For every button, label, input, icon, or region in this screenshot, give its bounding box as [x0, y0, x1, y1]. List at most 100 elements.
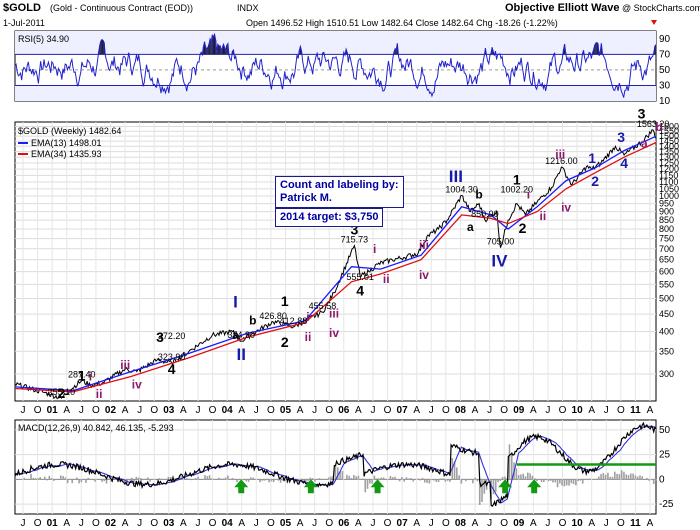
macd-x-tick: A — [63, 518, 70, 529]
buy-signal-arrow-icon — [303, 479, 318, 494]
price-x-tick: O — [34, 405, 42, 416]
annotation-line1: Count and labeling by: — [280, 179, 399, 191]
wave-label: ii — [305, 330, 312, 344]
macd-x-tick: O — [617, 518, 625, 529]
price-y-tick: 550 — [659, 279, 674, 289]
ema34-line — [14, 141, 657, 393]
price-y-tick: 1100 — [659, 177, 678, 187]
price-value-label: 705.00 — [487, 237, 515, 247]
macd-x-tick: A — [355, 518, 362, 529]
macd-x-tick: A — [588, 518, 595, 529]
price-y-tick: 500 — [659, 294, 674, 304]
price-x-tick: O — [442, 405, 450, 416]
annotation-line2: Patrick M. — [280, 192, 332, 204]
price-value-label: 455.58 — [309, 301, 337, 311]
macd-x-tick: O — [559, 518, 567, 529]
price-x-tick: A — [588, 405, 595, 416]
price-x-tick: O — [617, 405, 625, 416]
wave-label: ii — [96, 387, 103, 401]
price-value-label: 1002.20 — [501, 185, 534, 195]
macd-x-tick: J — [312, 518, 317, 529]
macd-x-tick: A — [180, 518, 187, 529]
wave-label: 3 — [156, 329, 164, 345]
macd-x-tick: O — [92, 518, 100, 529]
macd-x-tick: J — [545, 518, 550, 529]
price-value-label: 715.73 — [341, 234, 369, 244]
price-x-tick: O — [267, 405, 275, 416]
price-value-label: 555.01 — [346, 272, 374, 282]
wave-label: 1 — [513, 172, 521, 188]
price-x-tick: A — [180, 405, 187, 416]
macd-x-tick: J — [370, 518, 375, 529]
macd-x-tick: A — [238, 518, 245, 529]
macd-x-tick: J — [429, 518, 434, 529]
price-x-tick: J — [312, 405, 317, 416]
price-x-tick: A — [413, 405, 420, 416]
down-arrow-icon — [651, 20, 657, 25]
macd-legend: MACD(12,26,9) 40.842, 46.135, -5.293 — [18, 423, 174, 433]
wave-label: I — [233, 293, 238, 312]
target-text: 2014 target: $3,750 — [280, 211, 379, 223]
wave-label: 2 — [58, 385, 66, 401]
price-x-tick: J — [545, 405, 550, 416]
macd-line — [14, 421, 657, 508]
wave-label: 1 — [588, 150, 596, 166]
price-x-tick: O — [92, 405, 100, 416]
wave-label: 3 — [638, 105, 646, 121]
rsi-y-tick: 30 — [659, 80, 671, 91]
rsi-y-tick: 50 — [659, 65, 671, 76]
price-y-tick: 1250 — [659, 158, 679, 168]
rsi-y-tick: 90 — [659, 34, 671, 45]
macd-x-tick: O — [500, 518, 508, 529]
price-x-tick: J — [254, 405, 259, 416]
macd-x-tick: A — [472, 518, 479, 529]
macd-x-tick: O — [209, 518, 217, 529]
buy-signal-arrow-icon — [234, 479, 249, 494]
rsi-y-tick: 70 — [659, 49, 671, 60]
price-y-tick: 1600 — [659, 122, 679, 132]
wave-label: 3 — [617, 129, 625, 145]
wave-label: i — [306, 310, 309, 324]
rsi-layer: 10 30 50 70 90 — [14, 31, 671, 107]
macd-y-tick: -25 — [659, 499, 674, 510]
macd-x-tick: O — [325, 518, 333, 529]
price-x-tick: J — [137, 405, 142, 416]
price-x-tick: 06 — [338, 405, 350, 416]
wave-label: i — [527, 187, 530, 201]
price-y-tick: 850 — [659, 215, 674, 225]
price-value-label: 850.90 — [471, 209, 499, 219]
macd-x-tick: J — [21, 518, 26, 529]
price-x-tick: 07 — [397, 405, 409, 416]
price-x-tick: 08 — [455, 405, 467, 416]
wave-label: 1 — [281, 293, 289, 309]
price-x-tick: J — [195, 405, 200, 416]
wave-label: 3 — [350, 222, 358, 238]
price-y-tick: 1550 — [659, 126, 679, 136]
macd-x-tick: J — [137, 518, 142, 529]
macd-x-tick: 01 — [47, 518, 59, 529]
price-x-tick: O — [209, 405, 217, 416]
symbol-title: $GOLD — [3, 2, 41, 14]
price-panel-frame — [14, 121, 657, 402]
source-label: Objective Elliott Wave — [505, 2, 620, 14]
date-label: 1-Jul-2011 — [3, 18, 45, 28]
wave-label: 4 — [356, 283, 364, 299]
macd-x-tick: 09 — [513, 518, 525, 529]
price-y-tick: 600 — [659, 267, 674, 277]
price-y-tick: 650 — [659, 255, 674, 265]
wave-label: b — [475, 187, 482, 201]
wave-label: II — [237, 345, 246, 364]
price-x-tick: J — [79, 405, 84, 416]
price-y-tick: 750 — [659, 234, 674, 244]
macd-x-tick: A — [647, 518, 654, 529]
macd-x-tick: J — [79, 518, 84, 529]
price-x-tick: O — [559, 405, 567, 416]
macd-x-tick: 04 — [222, 518, 234, 529]
wave-label: a — [641, 136, 648, 150]
buy-signal-arrow-icon — [498, 479, 513, 494]
price-x-tick: A — [122, 405, 129, 416]
annotation-box: Count and labeling by: Patrick M. — [275, 176, 404, 208]
price-value-label: 1216.00 — [545, 156, 578, 166]
price-x-tick: A — [530, 405, 537, 416]
